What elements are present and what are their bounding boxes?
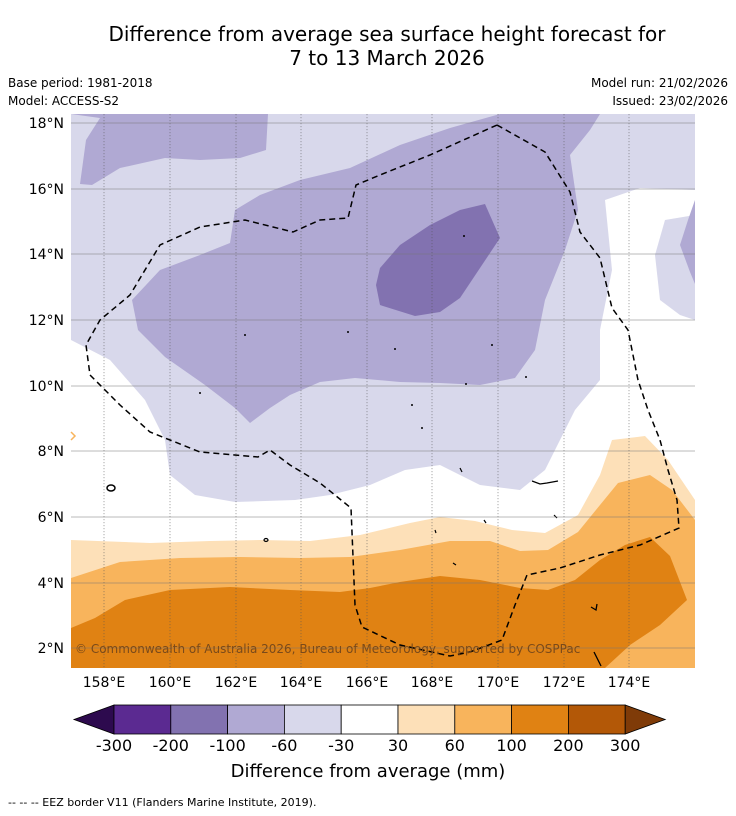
issued-date: Issued: 23/02/2026 (612, 94, 728, 108)
colorbar-segment (340, 704, 399, 735)
lat-label: 2°N (38, 641, 64, 657)
gridlines (103, 114, 630, 668)
lon-label: 170°E (477, 675, 520, 691)
island (263, 537, 269, 543)
island (531, 480, 559, 485)
colorbar-tick-label: -300 (95, 736, 133, 755)
colorbar-tick-label: -30 (328, 736, 355, 755)
title-line-2: 7 to 13 March 2026 (289, 46, 485, 70)
island (244, 334, 246, 336)
colorbar-label: Difference from average (mm) (230, 761, 506, 782)
colorbar-tick-label: 100 (496, 736, 527, 755)
eez-footnote: -- -- -- EEZ border V11 (Flanders Marine… (8, 796, 317, 809)
title-line-1: Difference from average sea surface heig… (108, 22, 666, 46)
lat-gridlines (71, 122, 695, 649)
colorbar-tick-label: 300 (609, 736, 641, 755)
island (411, 404, 413, 406)
contour-dark-purple (376, 204, 500, 316)
colorbar-segment (283, 704, 342, 735)
lon-label: 162°E (215, 675, 258, 691)
lon-label: 158°E (83, 675, 126, 691)
island (347, 331, 349, 333)
lat-label: 16°N (29, 182, 64, 198)
meta-right: Model run: 21/02/2026 Issued: 23/02/2026 (591, 74, 728, 110)
lon-label: 168°E (411, 675, 454, 691)
lon-labels: 158°E 160°E 162°E 164°E 166°E 168°E 170°… (83, 675, 651, 691)
lat-label: 12°N (29, 313, 64, 329)
island (106, 484, 116, 492)
lon-label: 160°E (149, 675, 192, 691)
colorbar (72, 704, 667, 735)
map-title: Difference from average sea surface heig… (0, 22, 736, 70)
colorbar-extend-low (72, 704, 115, 735)
contour-mid-purple (71, 114, 268, 185)
island (463, 235, 465, 237)
island (590, 603, 598, 612)
colorbar-segment (113, 704, 172, 735)
copyright-notice: © Commonwealth of Australia 2026, Bureau… (75, 642, 580, 656)
colorbar-tick-label: 200 (553, 736, 584, 755)
island (525, 376, 527, 378)
colorbar-tick-label: -60 (271, 736, 298, 755)
contour-orange (71, 537, 687, 668)
island (199, 392, 201, 394)
base-period: Base period: 1981-2018 (8, 76, 153, 90)
colorbar-segment (568, 704, 626, 735)
lat-label: 14°N (29, 247, 64, 263)
colorbar-segment (170, 704, 229, 735)
lat-labels: 18°N 16°N 14°N 12°N 10°N 8°N 6°N 4°N 2°N (29, 116, 64, 657)
colorbar-segment (454, 704, 512, 735)
lat-label: 18°N (29, 116, 64, 132)
island (593, 651, 602, 667)
lat-label: 4°N (38, 576, 64, 592)
lat-label: 6°N (38, 510, 64, 526)
colorbar-tick-label: -200 (152, 736, 189, 755)
meta-left: Base period: 1981-2018 Model: ACCESS-S2 (8, 74, 153, 110)
colorbar-tick-label: 60 (444, 736, 465, 755)
colorbar-segment (397, 704, 456, 735)
colorbar-extend-high (624, 704, 667, 735)
island (465, 383, 467, 385)
lon-label: 164°E (280, 675, 323, 691)
island (434, 467, 558, 566)
lon-label: 166°E (346, 675, 389, 691)
lat-label: 8°N (38, 444, 64, 460)
model-name: Model: ACCESS-S2 (8, 94, 120, 108)
lon-label: 174°E (608, 675, 651, 691)
contour-mid-purple-main (132, 114, 600, 423)
island (491, 344, 493, 346)
island (421, 427, 423, 429)
edge-marker (70, 431, 77, 441)
colorbar-segment (227, 704, 285, 735)
lon-label: 172°E (543, 675, 586, 691)
contour-fields (71, 114, 695, 668)
colorbar-tick-label: 30 (387, 736, 409, 755)
contour-mid-purple-east (680, 200, 695, 284)
eez-border (85, 124, 680, 657)
model-run: Model run: 21/02/2026 (590, 76, 728, 90)
colorbar-segment (511, 704, 569, 735)
lat-label: 10°N (29, 379, 64, 395)
island (394, 348, 396, 350)
colorbar-tick-label: -100 (209, 736, 246, 755)
